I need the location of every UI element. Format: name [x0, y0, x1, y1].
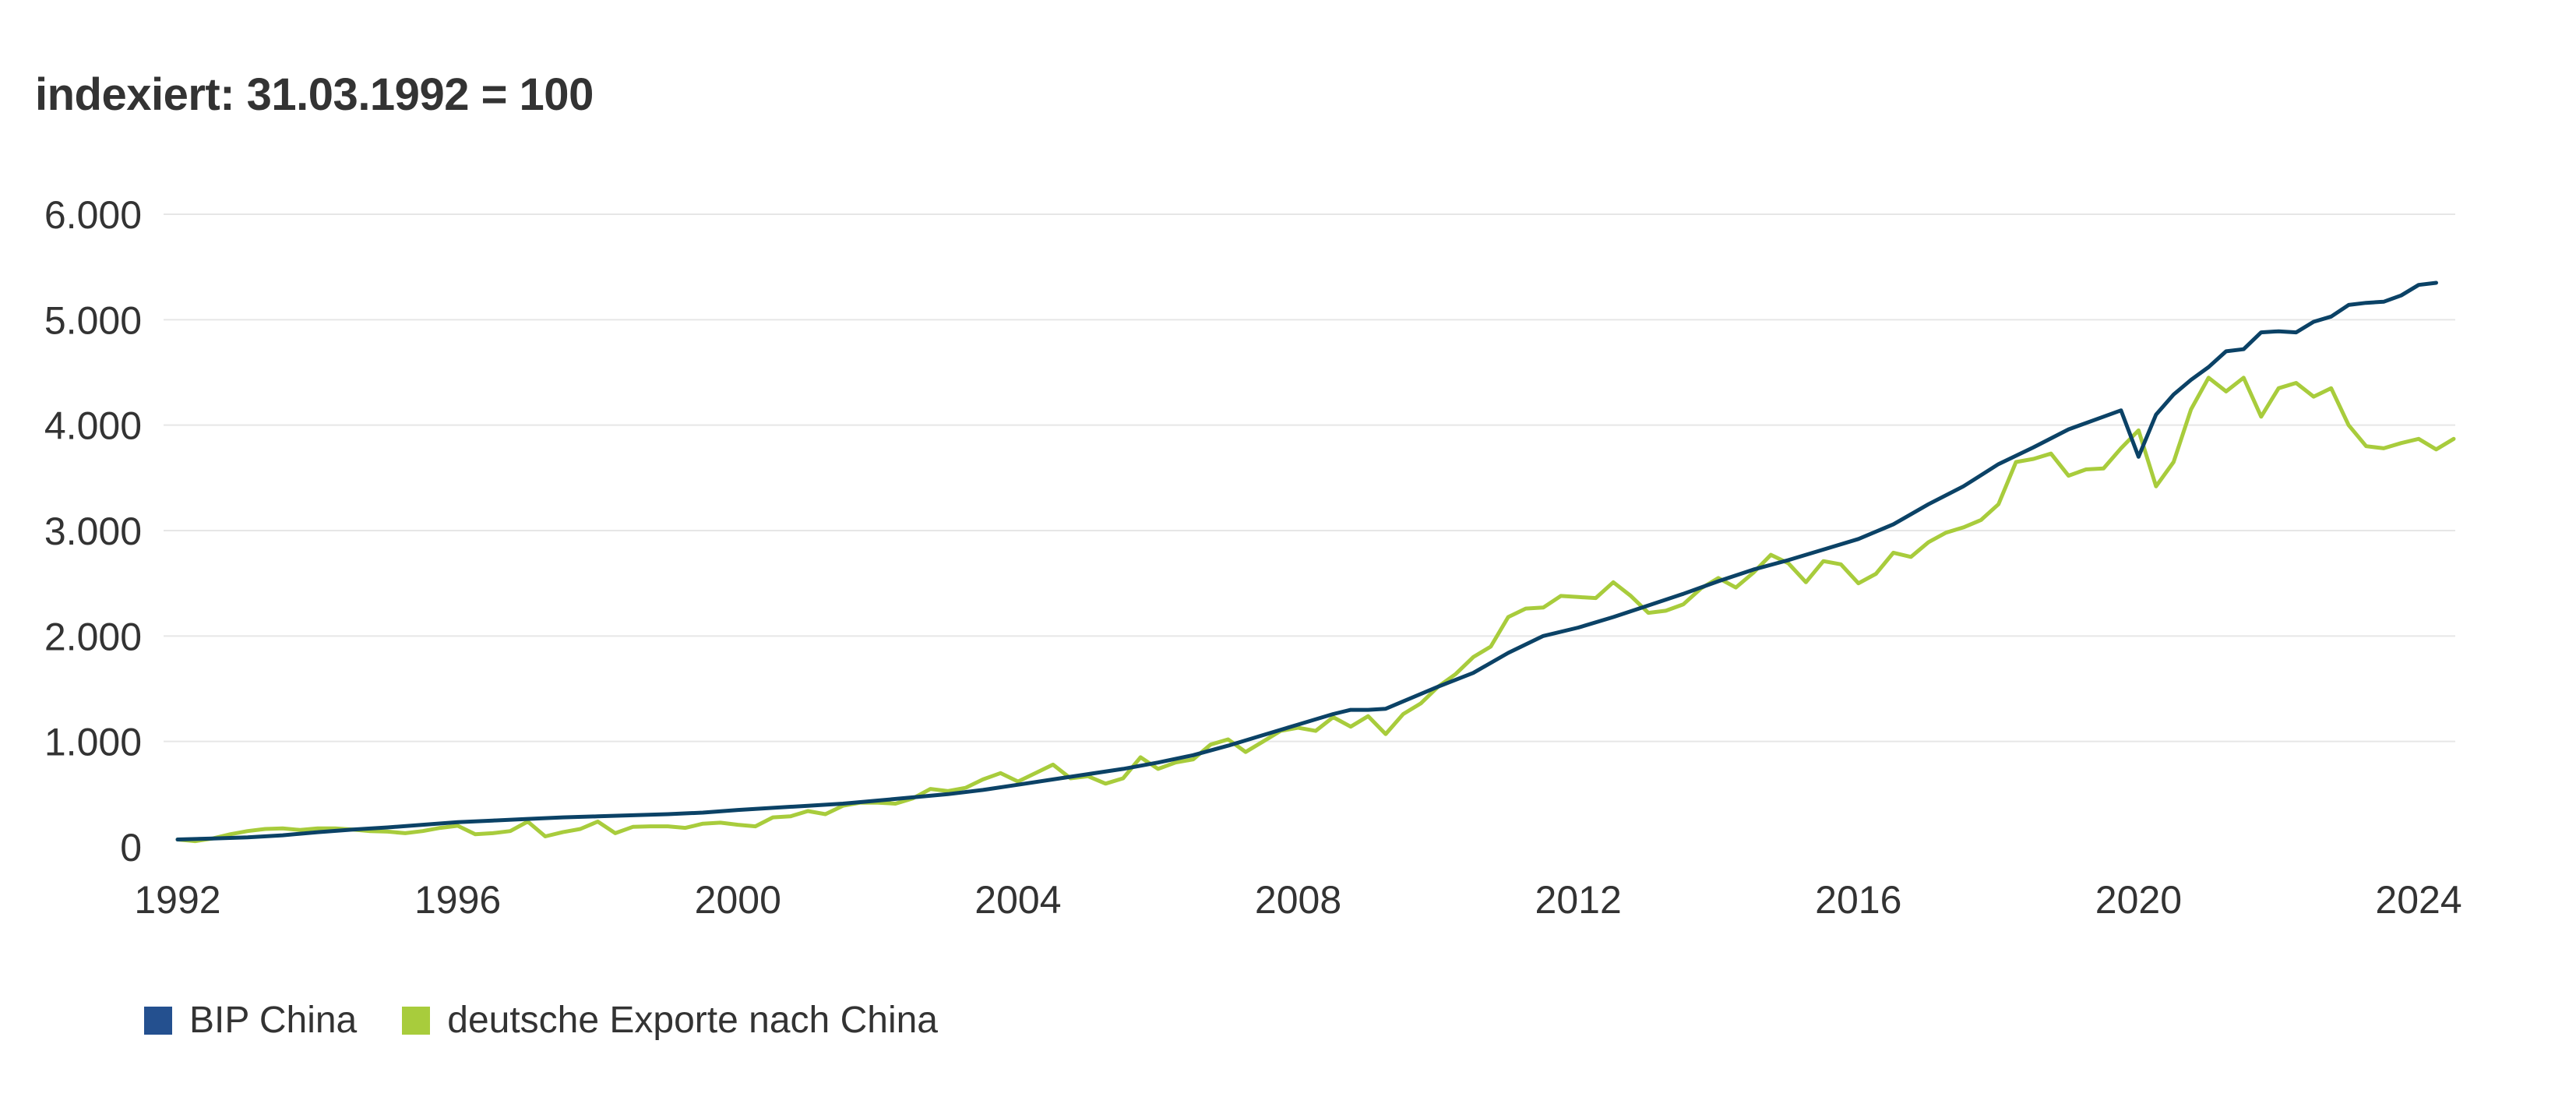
chart-title: indexiert: 31.03.1992 = 100 — [35, 69, 594, 120]
x-tick-label: 2012 — [1535, 878, 1622, 922]
y-tick-label: 6.000 — [44, 193, 142, 237]
series-line-bip-china — [175, 280, 2438, 841]
legend-swatch-deutsche-exporte — [402, 1006, 431, 1035]
x-tick-label: 2024 — [2375, 878, 2461, 922]
y-axis-tick-labels: 0 1.000 2.000 3.000 4.000 5.000 6.000 — [44, 193, 142, 869]
series-lines — [175, 280, 2456, 844]
y-tick-label: 4.000 — [44, 404, 142, 448]
gridlines — [164, 213, 2455, 742]
x-tick-label: 2020 — [2095, 878, 2182, 922]
y-tick-label: 1.000 — [44, 721, 142, 764]
legend-swatch-bip-china — [144, 1006, 172, 1035]
legend-item-deutsche-exporte: deutsche Exporte nach China — [402, 999, 938, 1042]
legend-item-bip-china: BIP China — [144, 999, 357, 1042]
legend: BIP China deutsche Exporte nach China — [144, 999, 983, 1042]
legend-label-deutsche-exporte: deutsche Exporte nach China — [447, 1000, 938, 1041]
y-tick-label: 2.000 — [44, 615, 142, 658]
y-tick-label: 5.000 — [44, 298, 142, 342]
y-tick-label: 0 — [120, 826, 142, 869]
legend-label-bip-china: BIP China — [189, 1000, 358, 1041]
x-tick-label: 1996 — [414, 878, 501, 922]
x-tick-label: 2000 — [695, 878, 781, 922]
y-tick-label: 3.000 — [44, 510, 142, 553]
x-axis-tick-labels: 1992 1996 2000 2004 2008 2012 2016 2020 2024 — [134, 878, 2461, 922]
x-tick-label: 2008 — [1255, 878, 1341, 922]
x-tick-label: 1992 — [134, 878, 220, 922]
x-tick-label: 2016 — [1815, 878, 1901, 922]
x-tick-label: 2004 — [974, 878, 1061, 922]
series-line-deutsche-exporte — [175, 376, 2456, 844]
